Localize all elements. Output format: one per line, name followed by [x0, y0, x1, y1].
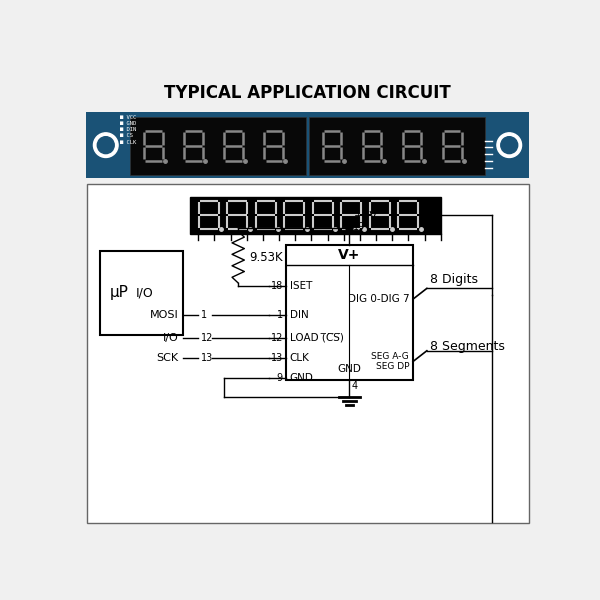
Text: 12: 12: [271, 332, 283, 343]
Text: V+: V+: [338, 248, 361, 262]
Bar: [87, 184, 529, 523]
Text: DIG 0-DIG 7: DIG 0-DIG 7: [347, 294, 409, 304]
Circle shape: [501, 137, 518, 154]
Text: 8 Segments: 8 Segments: [430, 340, 505, 353]
Text: ■ CLK: ■ CLK: [119, 140, 136, 145]
Text: GND: GND: [290, 373, 314, 383]
Circle shape: [94, 133, 118, 157]
Circle shape: [97, 137, 114, 154]
Text: 8 Digits: 8 Digits: [430, 272, 478, 286]
Text: +5V: +5V: [354, 211, 378, 221]
Text: I/O: I/O: [163, 332, 178, 343]
Text: I/O: I/O: [136, 286, 153, 299]
Text: μP: μP: [109, 286, 128, 301]
Text: SEG DP: SEG DP: [376, 362, 409, 371]
Bar: [100, 251, 183, 335]
Text: 9.53K: 9.53K: [249, 251, 283, 263]
Bar: [130, 116, 306, 175]
Text: SCK: SCK: [156, 353, 178, 364]
Text: DIN: DIN: [290, 310, 308, 320]
Circle shape: [497, 133, 521, 157]
Text: MOSI: MOSI: [149, 310, 178, 320]
Text: 1: 1: [200, 310, 206, 320]
Text: TYPICAL APPLICATION CIRCUIT: TYPICAL APPLICATION CIRCUIT: [164, 83, 451, 101]
Text: 19: 19: [353, 222, 365, 232]
Text: 4: 4: [352, 381, 358, 391]
Text: ISET: ISET: [290, 281, 312, 291]
Text: SEG A-G: SEG A-G: [371, 352, 409, 361]
Text: ■ DIN: ■ DIN: [119, 127, 136, 132]
Text: ■ VCC: ■ VCC: [119, 115, 136, 120]
Text: 13: 13: [271, 353, 283, 364]
Text: LOAD (̅C̅S̅): LOAD (̅C̅S̅): [290, 332, 344, 343]
Text: CLK: CLK: [290, 353, 310, 364]
Text: ■ CS: ■ CS: [119, 133, 133, 139]
Bar: [190, 197, 441, 233]
Bar: [86, 112, 529, 178]
Bar: [309, 116, 485, 175]
Text: ■ GND: ■ GND: [119, 121, 136, 126]
Text: GND: GND: [338, 364, 361, 374]
Text: 13: 13: [200, 353, 213, 364]
Text: 1: 1: [277, 310, 283, 320]
Text: 12: 12: [200, 332, 213, 343]
Text: 18: 18: [271, 281, 283, 291]
Bar: [286, 245, 413, 380]
Text: 9: 9: [277, 373, 283, 383]
